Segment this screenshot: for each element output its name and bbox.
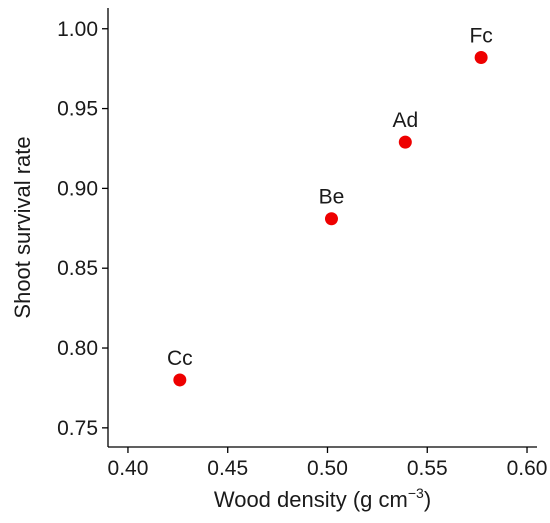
y-axis-ticks: 0.75 0.80 0.85 0.90 0.95 1.00 bbox=[57, 18, 108, 440]
x-axis-title-exponent: −3 bbox=[408, 485, 424, 501]
y-tick-label: 0.90 bbox=[57, 177, 98, 200]
data-point-fc bbox=[474, 50, 488, 64]
y-tick-label: 0.75 bbox=[57, 417, 98, 440]
x-axis-title: Wood density (g cm−3) bbox=[214, 485, 431, 512]
x-axis-ticks: 0.40 0.45 0.50 0.55 0.60 bbox=[108, 447, 548, 480]
y-tick-label: 0.85 bbox=[57, 257, 98, 280]
x-axis-title-main: Wood density (g cm bbox=[214, 487, 408, 512]
x-tick-label: 0.45 bbox=[207, 457, 248, 480]
x-tick-label: 0.55 bbox=[407, 457, 448, 480]
data-point-be bbox=[324, 212, 338, 226]
x-tick-label: 0.50 bbox=[307, 457, 348, 480]
data-point-ad bbox=[398, 135, 412, 149]
y-tick-label: 0.95 bbox=[57, 98, 98, 121]
data-points bbox=[173, 50, 488, 387]
x-axis-title-suffix: ) bbox=[424, 487, 431, 512]
x-tick-label: 0.40 bbox=[108, 457, 149, 480]
y-axis-title: Shoot survival rate bbox=[10, 136, 35, 318]
y-tick-label: 1.00 bbox=[57, 18, 98, 41]
data-point-labels: Cc Be Ad Fc bbox=[167, 24, 493, 369]
axes bbox=[107, 8, 537, 448]
data-label-be: Be bbox=[319, 186, 345, 209]
data-point-cc bbox=[173, 373, 187, 387]
x-tick-label: 0.60 bbox=[507, 457, 548, 480]
data-label-ad: Ad bbox=[392, 109, 418, 132]
data-label-cc: Cc bbox=[167, 347, 193, 370]
y-tick-label: 0.80 bbox=[57, 337, 98, 360]
data-label-fc: Fc bbox=[469, 24, 492, 47]
